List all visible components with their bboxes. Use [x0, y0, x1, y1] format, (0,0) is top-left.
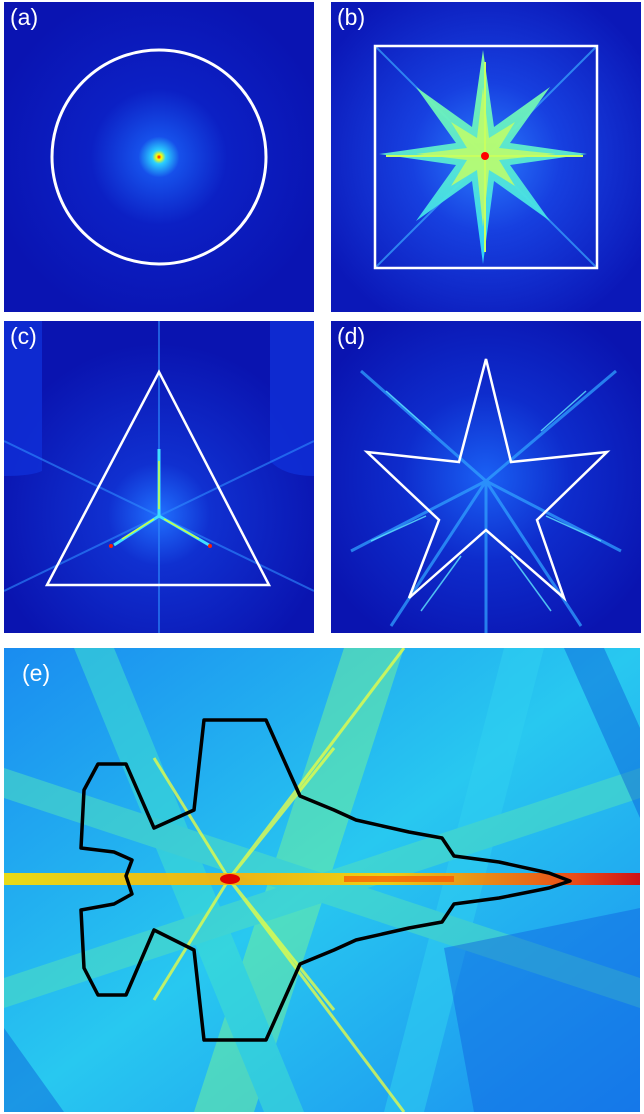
panel-a-label: (a) — [10, 4, 39, 30]
panel-e-aircraft: (e) — [4, 648, 640, 1112]
panel-b-image — [331, 2, 641, 312]
panel-e-label: (e) — [22, 660, 51, 686]
panel-d-image — [331, 321, 641, 633]
circle-outline — [50, 48, 268, 266]
triangle-outline — [44, 369, 272, 587]
panel-a-image — [4, 2, 314, 312]
panel-c-label: (c) — [10, 323, 37, 349]
panel-a-circle: (a) — [4, 2, 314, 312]
panel-b-label: (b) — [337, 4, 366, 30]
panel-d-star: (d) — [331, 321, 641, 633]
panel-b-square: (b) — [331, 2, 641, 312]
panel-d-label: (d) — [337, 323, 366, 349]
aircraft-outline — [79, 718, 572, 1042]
panel-c-triangle: (c) — [4, 321, 314, 633]
star-outline — [363, 358, 611, 603]
panel-e-image — [4, 648, 640, 1112]
panel-c-image — [4, 321, 314, 633]
square-outline — [373, 44, 599, 270]
